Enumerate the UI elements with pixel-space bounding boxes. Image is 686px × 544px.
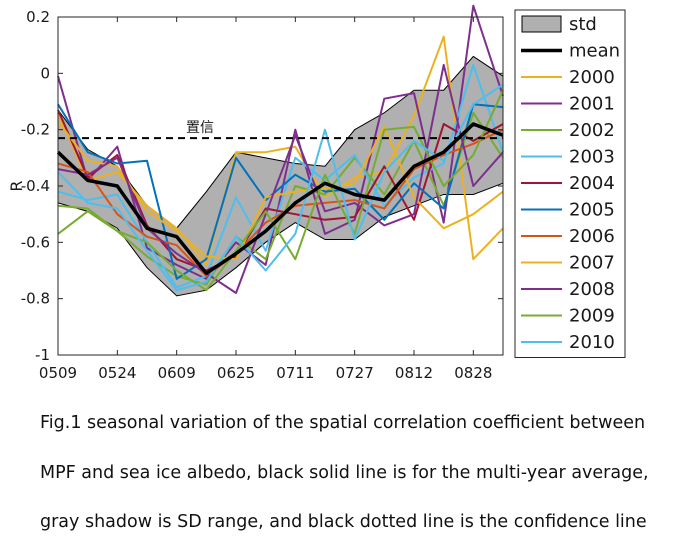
x-tick-label: 0812	[395, 364, 433, 380]
legend-label-2002: 2002	[569, 120, 615, 141]
legend-label-2007: 2007	[569, 253, 615, 274]
caption-line-2: MPF and sea ice albedo, black solid line…	[40, 463, 649, 483]
y-axis-label: R	[7, 180, 26, 191]
legend-label-2006: 2006	[569, 226, 615, 247]
legend-label-2005: 2005	[569, 200, 615, 221]
series-line-2006	[57, 128, 504, 278]
x-tick-label: 0711	[276, 364, 314, 380]
caption-line-3: gray shadow is SD range, and black dotte…	[40, 512, 647, 532]
legend: std mean 2000 2001 2002 2003 2004 2005 2006 2007 2…	[514, 9, 626, 358]
y-tick-label: 0.2	[26, 8, 50, 26]
legend-label-2000: 2000	[569, 67, 615, 88]
y-tick-label: -0.2	[21, 121, 50, 139]
series-line-2010	[57, 83, 504, 292]
y-tick-label: -0.4	[21, 177, 50, 195]
x-tick-label: 0828	[454, 364, 492, 380]
legend-label-2009: 2009	[569, 306, 615, 327]
x-tick-label: 0727	[336, 364, 374, 380]
legend-label-2010: 2010	[569, 332, 615, 353]
legend-label-std: std	[569, 14, 597, 35]
legend-swatch-std	[521, 15, 562, 33]
x-tick-label: 0609	[158, 364, 196, 380]
series-line-2008	[57, 63, 504, 294]
caption-line-1: Fig.1 seasonal variation of the spatial …	[40, 413, 646, 433]
y-tick-label: -1	[35, 346, 50, 364]
legend-label-2001: 2001	[569, 94, 615, 115]
y-tick-label: -0.8	[21, 290, 50, 308]
series-line-2009	[57, 89, 504, 292]
legend-label-2008: 2008	[569, 279, 615, 300]
series-line-2007	[57, 120, 504, 261]
series-line-2005	[57, 103, 504, 280]
y-tick-label: 0	[40, 64, 50, 82]
legend-label-2004: 2004	[569, 173, 615, 194]
x-tick-label: 0509	[39, 364, 77, 380]
legend-label-mean: mean	[569, 41, 620, 62]
plot-area: 置信	[56, 4, 504, 297]
series-line-mean	[56, 122, 504, 276]
y-tick-label: -0.6	[21, 233, 50, 251]
legend-label-2003: 2003	[569, 147, 615, 168]
confidence-label: 置信	[186, 120, 214, 136]
x-tick-label: 0524	[98, 364, 136, 380]
x-tick-label: 0625	[217, 364, 255, 380]
